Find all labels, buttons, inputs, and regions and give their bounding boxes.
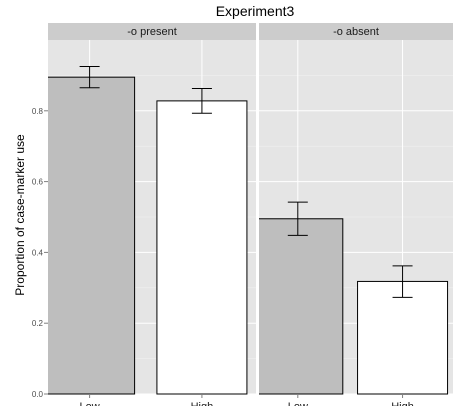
bars-group <box>259 201 449 395</box>
panel-1: -o present Low High <box>48 23 256 406</box>
y-tick-label: 0.2 <box>32 319 44 328</box>
bar-low <box>259 218 344 395</box>
y-tick-label: 0.8 <box>32 107 44 116</box>
x-tick-label: High <box>391 401 414 406</box>
bars-group <box>48 66 248 395</box>
y-axis-label: Proportion of case-marker use <box>13 134 27 296</box>
y-tick-label: 0.4 <box>32 248 44 257</box>
bar-low <box>48 76 136 395</box>
chart-title: Experiment3 <box>216 3 295 19</box>
bar-high <box>357 280 449 395</box>
y-tick-label: 0.0 <box>32 390 44 399</box>
strip-background <box>259 23 453 40</box>
strip-label: -o present <box>127 26 177 38</box>
bar-high <box>156 100 248 395</box>
strip-label: -o absent <box>333 26 379 38</box>
x-tick-label: High <box>191 401 214 406</box>
panel-2: -o absent Low High <box>259 23 453 406</box>
x-tick-label: Low <box>80 401 100 406</box>
x-tick-label: Low <box>288 401 308 406</box>
panels-layer: 0.00.20.40.60.8-o presentLowHigh-o absen… <box>32 23 453 406</box>
y-tick-label: 0.6 <box>32 178 44 187</box>
strip-background <box>48 23 256 40</box>
